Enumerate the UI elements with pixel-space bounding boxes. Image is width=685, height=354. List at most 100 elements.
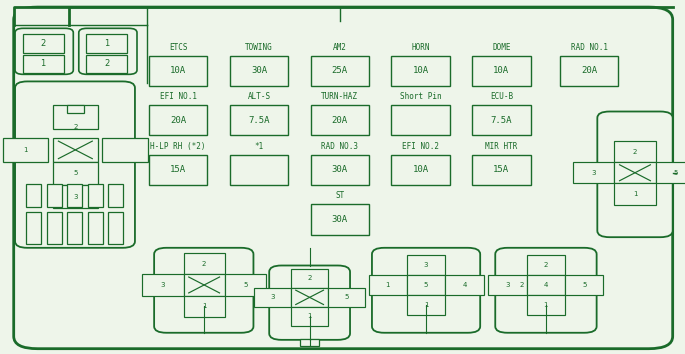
Text: 2: 2 (544, 262, 548, 268)
Bar (560, 56, 618, 86)
Bar (230, 105, 288, 135)
Bar (369, 275, 407, 295)
Text: TURN-HAZ: TURN-HAZ (321, 92, 358, 101)
FancyBboxPatch shape (154, 248, 253, 333)
Bar (527, 255, 565, 275)
Bar (149, 105, 207, 135)
Bar (656, 162, 685, 183)
Text: 1: 1 (308, 314, 312, 319)
Bar (53, 138, 98, 161)
Text: 10A: 10A (412, 165, 429, 175)
Bar (614, 183, 656, 205)
Bar (445, 275, 484, 295)
Text: 2: 2 (40, 39, 46, 48)
Text: 30A: 30A (332, 165, 348, 175)
Text: 5: 5 (582, 282, 586, 288)
FancyBboxPatch shape (15, 81, 135, 248)
Bar (67, 184, 82, 207)
Bar (311, 204, 369, 234)
Text: 3: 3 (73, 194, 77, 200)
Bar (503, 275, 541, 295)
Bar (53, 185, 98, 208)
Text: 5: 5 (345, 295, 349, 300)
Text: H-LP RH (*2): H-LP RH (*2) (150, 142, 206, 151)
Text: 20A: 20A (170, 116, 186, 125)
Text: 10A: 10A (493, 66, 510, 75)
Text: EFI NO.2: EFI NO.2 (402, 142, 439, 151)
Text: 7.5A: 7.5A (490, 116, 512, 125)
FancyBboxPatch shape (14, 7, 673, 349)
Text: 1: 1 (633, 191, 637, 197)
Text: 3: 3 (506, 282, 510, 288)
Bar (527, 275, 565, 295)
Text: 5: 5 (243, 282, 247, 288)
Text: 1: 1 (23, 147, 28, 153)
Text: 10A: 10A (170, 66, 186, 75)
FancyBboxPatch shape (269, 266, 350, 340)
Bar (407, 255, 445, 275)
Text: Short Pin: Short Pin (400, 92, 441, 101)
Bar (254, 288, 291, 307)
Bar (473, 56, 530, 86)
Bar (407, 295, 445, 315)
Bar (26, 212, 41, 244)
Bar (26, 184, 41, 207)
Bar (392, 56, 449, 86)
Text: 1: 1 (202, 303, 206, 309)
Bar (23, 55, 64, 73)
Bar (392, 105, 449, 135)
Text: 5: 5 (424, 282, 428, 288)
FancyBboxPatch shape (597, 112, 673, 237)
Bar (311, 155, 369, 185)
Bar (184, 274, 225, 296)
Text: 1: 1 (104, 39, 110, 48)
Text: ALT-S: ALT-S (247, 92, 271, 101)
Bar (149, 56, 207, 86)
Bar (488, 275, 527, 295)
Bar (291, 269, 328, 288)
Bar (86, 34, 127, 53)
Text: 3: 3 (592, 170, 596, 176)
Text: 1: 1 (40, 59, 46, 68)
Text: 3: 3 (271, 295, 275, 300)
Text: 3: 3 (161, 282, 165, 288)
Text: EFI NO.1: EFI NO.1 (160, 92, 197, 101)
Text: RAD NO.1: RAD NO.1 (571, 42, 608, 51)
Bar (473, 105, 530, 135)
Text: 2: 2 (73, 124, 77, 130)
Bar (184, 253, 225, 274)
Text: RAD NO.3: RAD NO.3 (321, 142, 358, 151)
Text: 20A: 20A (581, 66, 597, 75)
Bar (47, 212, 62, 244)
Bar (184, 296, 225, 317)
Text: 7.5A: 7.5A (248, 116, 270, 125)
Bar (23, 34, 64, 53)
Text: ST: ST (335, 191, 345, 200)
Bar (88, 212, 103, 244)
Polygon shape (14, 7, 68, 25)
Text: *1: *1 (254, 142, 264, 151)
Text: TOWING: TOWING (245, 42, 273, 51)
Bar (392, 155, 449, 185)
Text: 25A: 25A (332, 66, 348, 75)
FancyBboxPatch shape (372, 248, 480, 333)
Text: MIR HTR: MIR HTR (485, 142, 518, 151)
Bar (311, 56, 369, 86)
Bar (142, 274, 184, 296)
Text: 3: 3 (424, 262, 428, 268)
Text: 1: 1 (386, 282, 390, 288)
Text: 1: 1 (424, 302, 428, 308)
Bar (88, 184, 103, 207)
Bar (225, 274, 266, 296)
Text: 30A: 30A (332, 215, 348, 224)
Text: 5: 5 (674, 170, 678, 176)
Text: ECU-B: ECU-B (490, 92, 513, 101)
Text: 10A: 10A (412, 66, 429, 75)
Text: 30A: 30A (251, 66, 267, 75)
Text: 15A: 15A (493, 165, 510, 175)
Bar (473, 155, 530, 185)
Bar (3, 138, 48, 161)
Text: 20A: 20A (332, 116, 348, 125)
FancyBboxPatch shape (495, 248, 597, 333)
Text: DOME: DOME (492, 42, 511, 51)
